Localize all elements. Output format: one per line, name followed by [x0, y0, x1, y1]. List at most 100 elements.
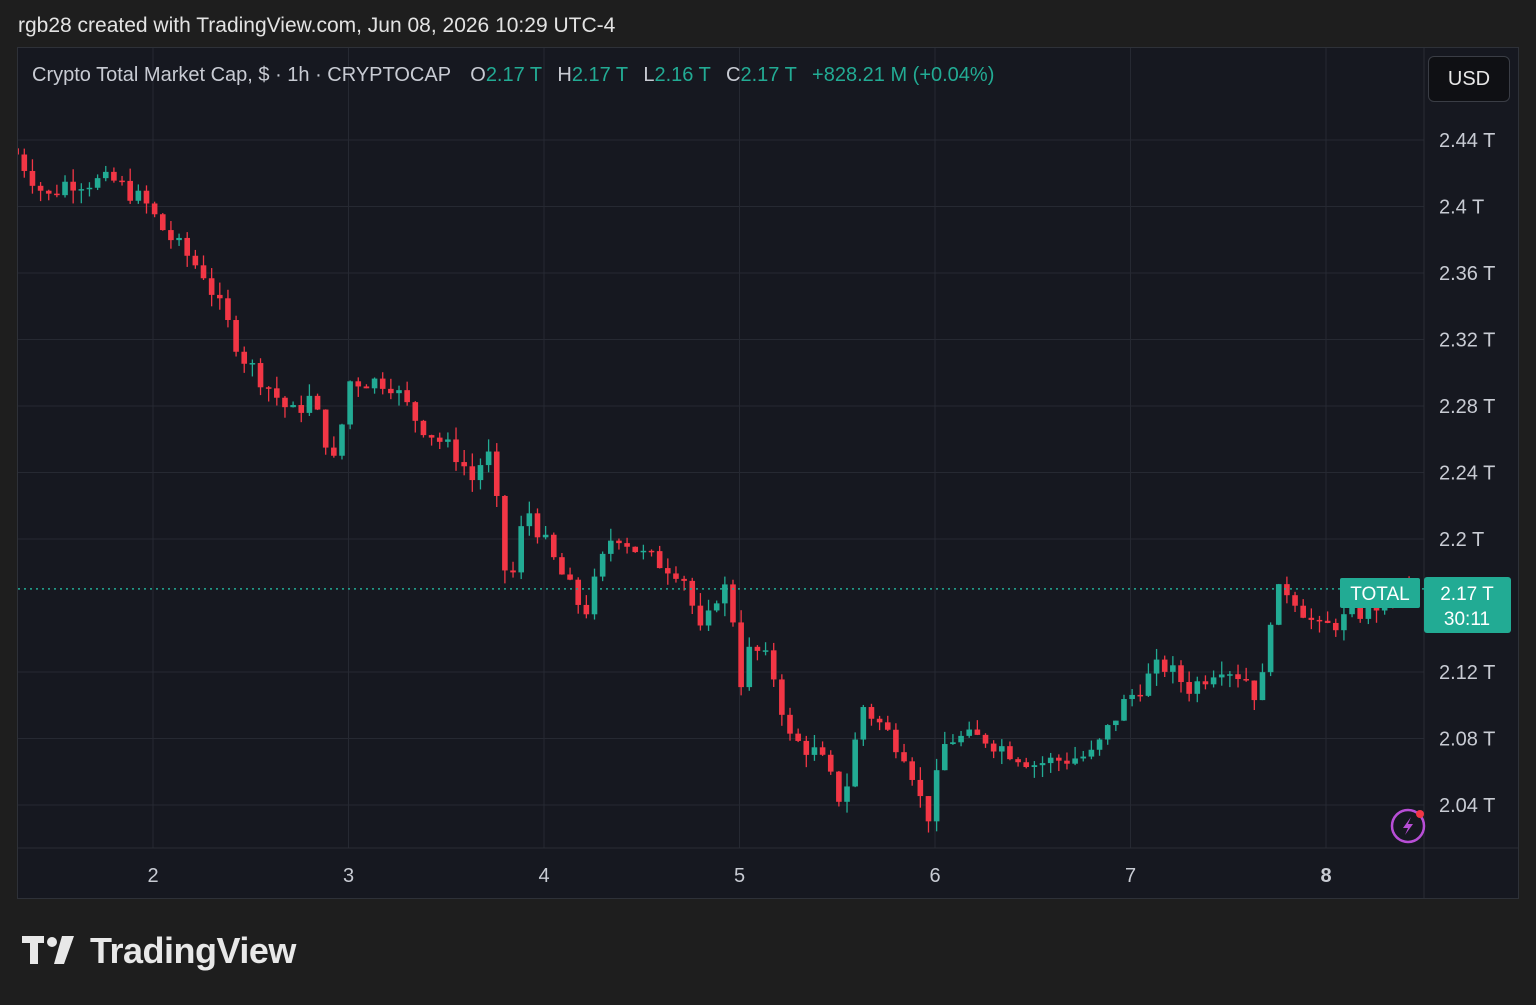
legend-low-value: 2.16 T — [654, 64, 711, 86]
candle — [1341, 606, 1347, 641]
candle — [176, 233, 182, 246]
candle — [925, 796, 932, 833]
y-tick-label: 2.36 T — [1439, 263, 1495, 285]
candle — [542, 525, 549, 540]
candle — [111, 167, 117, 183]
candle — [485, 439, 492, 473]
candle — [982, 733, 989, 748]
tradingview-logo: TradingView — [22, 930, 296, 972]
candle — [1145, 663, 1152, 697]
candle — [705, 599, 712, 631]
x-tick-label: 2 — [147, 865, 158, 887]
candle — [591, 568, 598, 620]
candle — [575, 577, 582, 614]
candle — [135, 184, 142, 204]
candle — [998, 739, 1005, 765]
candle — [656, 545, 663, 569]
candle — [225, 289, 231, 328]
candle — [746, 637, 753, 691]
candle — [1259, 663, 1266, 701]
y-tick-label: 2.04 T — [1439, 795, 1495, 817]
candle — [347, 380, 353, 430]
candle — [1064, 752, 1070, 770]
candle — [208, 268, 215, 307]
candle — [1088, 740, 1095, 760]
candle — [1072, 746, 1078, 766]
legend-low-label: L — [643, 64, 655, 86]
candle — [119, 175, 125, 186]
candle — [1121, 694, 1127, 722]
candle — [461, 450, 467, 476]
legend-high-label: H — [557, 64, 572, 86]
candle — [200, 255, 207, 281]
candle — [836, 770, 842, 807]
candle — [713, 600, 720, 613]
candle — [1039, 756, 1046, 778]
chart-panel[interactable]: 2.44 T 2.4 T 2.36 T 2.32 T 2.28 T 2.24 T 2.2 T… — [17, 47, 1519, 899]
candle — [62, 175, 68, 198]
tradingview-mark-icon — [22, 936, 74, 964]
attribution-text: rgb28 created with TradingView.com, Jun … — [18, 14, 616, 37]
candle — [1210, 670, 1217, 688]
x-tick-label: 8 — [1320, 865, 1331, 887]
candle — [632, 546, 639, 553]
candle — [966, 721, 973, 738]
candle — [950, 734, 956, 745]
candle — [624, 537, 630, 554]
lightning-icon[interactable] — [1390, 808, 1426, 844]
candle — [1235, 664, 1241, 688]
y-tick-label: 2.2 T — [1439, 529, 1484, 551]
candle — [428, 434, 435, 446]
candle — [819, 741, 826, 756]
candle — [1023, 757, 1030, 769]
candle — [282, 396, 288, 418]
y-tick-label: 2.24 T — [1439, 463, 1495, 485]
candle — [453, 427, 459, 471]
candle — [379, 372, 386, 395]
candle — [192, 249, 199, 269]
candle — [21, 148, 28, 178]
candle — [265, 386, 272, 402]
candle — [29, 159, 36, 194]
candle — [884, 715, 891, 731]
brand-name: TradingView — [90, 930, 296, 971]
symbol-tag-box — [1340, 578, 1420, 608]
candle — [1308, 608, 1315, 630]
candle — [159, 213, 166, 231]
candle — [290, 401, 296, 408]
candle — [697, 593, 704, 631]
price-tag-countdown: 30:11 — [1444, 609, 1490, 630]
candle — [754, 645, 761, 661]
candle — [689, 577, 696, 615]
candlestick-chart[interactable]: 2.44 T 2.4 T 2.36 T 2.32 T 2.28 T 2.24 T 2.2 T… — [18, 48, 1518, 898]
chart-legend: Crypto Total Market Cap, $ · 1h · CRYPTO… — [32, 64, 994, 87]
candle — [648, 549, 655, 557]
legend-close-label: C — [726, 64, 741, 86]
candle — [216, 282, 223, 310]
candle — [1007, 741, 1013, 761]
candle — [526, 501, 533, 536]
candle — [404, 381, 410, 406]
candle — [550, 532, 557, 560]
currency-button[interactable]: USD — [1428, 56, 1510, 102]
candle — [738, 610, 744, 696]
candle — [534, 508, 541, 544]
candle — [852, 732, 858, 788]
candle — [567, 567, 573, 581]
candle — [420, 419, 427, 438]
candle — [143, 185, 150, 214]
candle — [436, 432, 443, 450]
candle — [811, 734, 818, 761]
candle — [363, 384, 370, 389]
legend-change: +828.21 M (+0.04%) — [812, 64, 995, 86]
candle — [298, 395, 305, 423]
x-tick-label: 4 — [538, 865, 549, 887]
y-tick-label: 2.08 T — [1439, 729, 1495, 751]
candle — [314, 393, 321, 411]
candle — [722, 576, 728, 617]
candle — [917, 767, 924, 808]
candle — [1137, 684, 1144, 702]
candle — [1292, 591, 1298, 613]
candle — [233, 315, 239, 357]
x-tick-label: 3 — [343, 865, 354, 887]
